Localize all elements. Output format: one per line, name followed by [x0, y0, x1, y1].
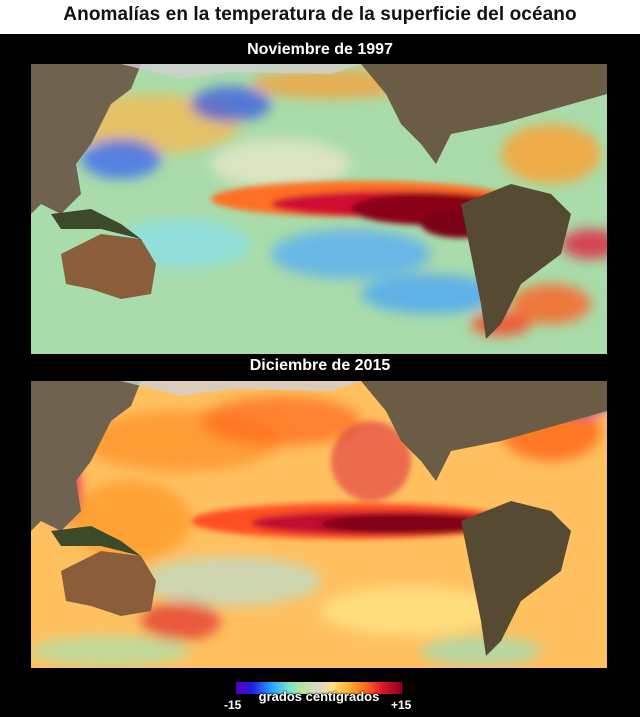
australia-landmass: [61, 234, 156, 299]
north-america-landmass-2015: [361, 381, 607, 481]
map-title-2015: Diciembre de 2015: [249, 357, 391, 374]
south-america-landmass-2015: [461, 501, 571, 656]
legend-min-value: -15: [224, 698, 242, 712]
map-graphic-1997: [31, 64, 607, 354]
page-title: Anomalías en la temperatura de la superf…: [63, 4, 577, 25]
arctic-ice-2015: [121, 381, 361, 396]
asia-landmass-2015: [31, 381, 141, 531]
arctic-ice: [121, 64, 361, 79]
indonesia-landmass: [51, 209, 141, 239]
australia-landmass-2015: [61, 551, 156, 616]
indonesia-landmass-2015: [51, 526, 141, 556]
legend-label: grados centígrados: [258, 689, 380, 704]
map-title-1997: Noviembre de 1997: [247, 41, 393, 58]
south-america-landmass: [461, 184, 571, 339]
north-america-landmass: [361, 64, 607, 164]
color-scale-bar: [236, 682, 402, 694]
sst-anomaly-map-1997: [31, 64, 607, 354]
map-graphic-2015: [31, 381, 607, 668]
legend-max-value: +15: [391, 698, 412, 712]
sst-anomaly-map-2015: [31, 381, 607, 668]
asia-landmass: [31, 64, 141, 214]
